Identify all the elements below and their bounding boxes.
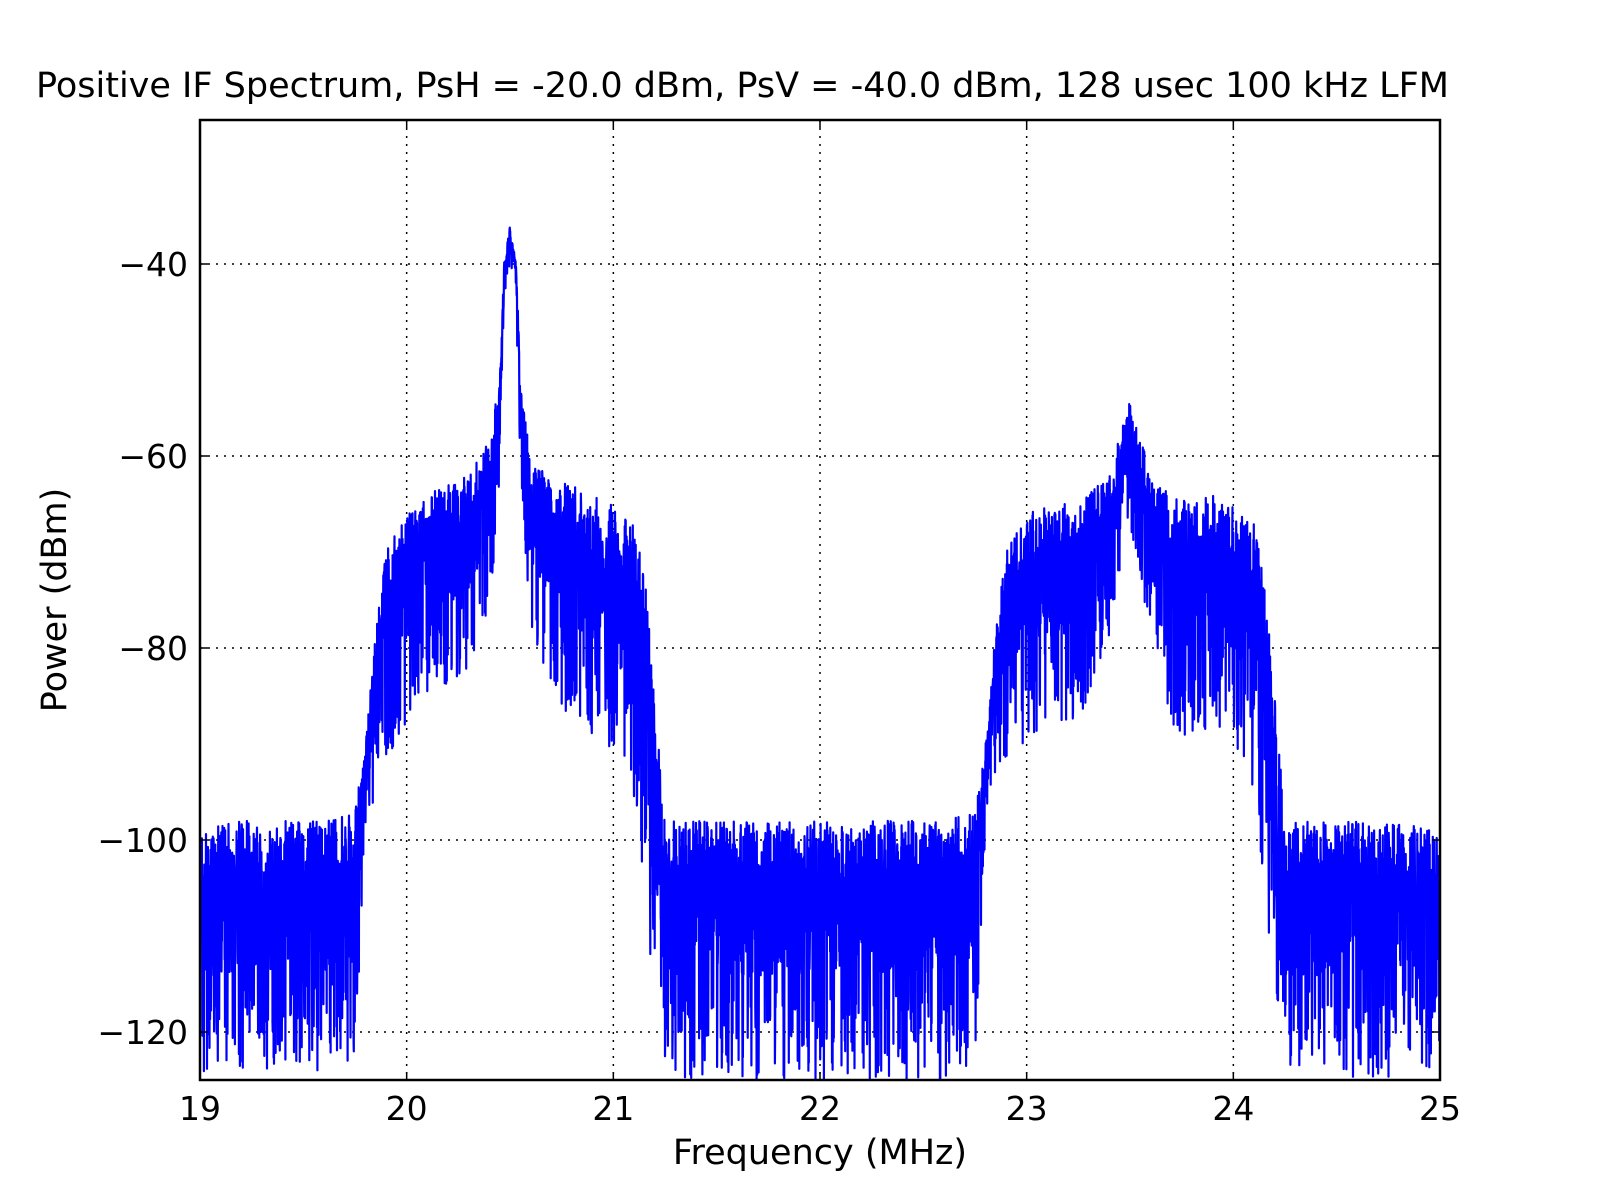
y-tick-label: −80	[118, 629, 188, 668]
y-axis-label: Power (dBm)	[35, 488, 75, 713]
x-tick-label: 21	[592, 1089, 634, 1128]
y-tick-label: −60	[118, 437, 188, 476]
chart-title: Positive IF Spectrum, PsH = -20.0 dBm, P…	[36, 66, 1449, 106]
x-tick-label: 25	[1419, 1089, 1461, 1128]
x-tick-label: 24	[1212, 1089, 1254, 1128]
y-tick-label: −40	[118, 245, 188, 284]
x-tick-label: 19	[179, 1089, 221, 1128]
y-tick-label: −120	[97, 1013, 188, 1052]
x-axis-label: Frequency (MHz)	[673, 1133, 967, 1173]
x-tick-label: 20	[386, 1089, 428, 1128]
spectrum-line	[200, 226, 1440, 1080]
axis-ticks: 19 20 21 22 23 24 25 −120 −100 −80 −60 −40	[97, 120, 1461, 1128]
x-tick-label: 23	[1006, 1089, 1048, 1128]
y-tick-label: −100	[97, 821, 188, 860]
x-tick-label: 22	[799, 1089, 841, 1128]
series-spectrum	[200, 226, 1440, 1080]
